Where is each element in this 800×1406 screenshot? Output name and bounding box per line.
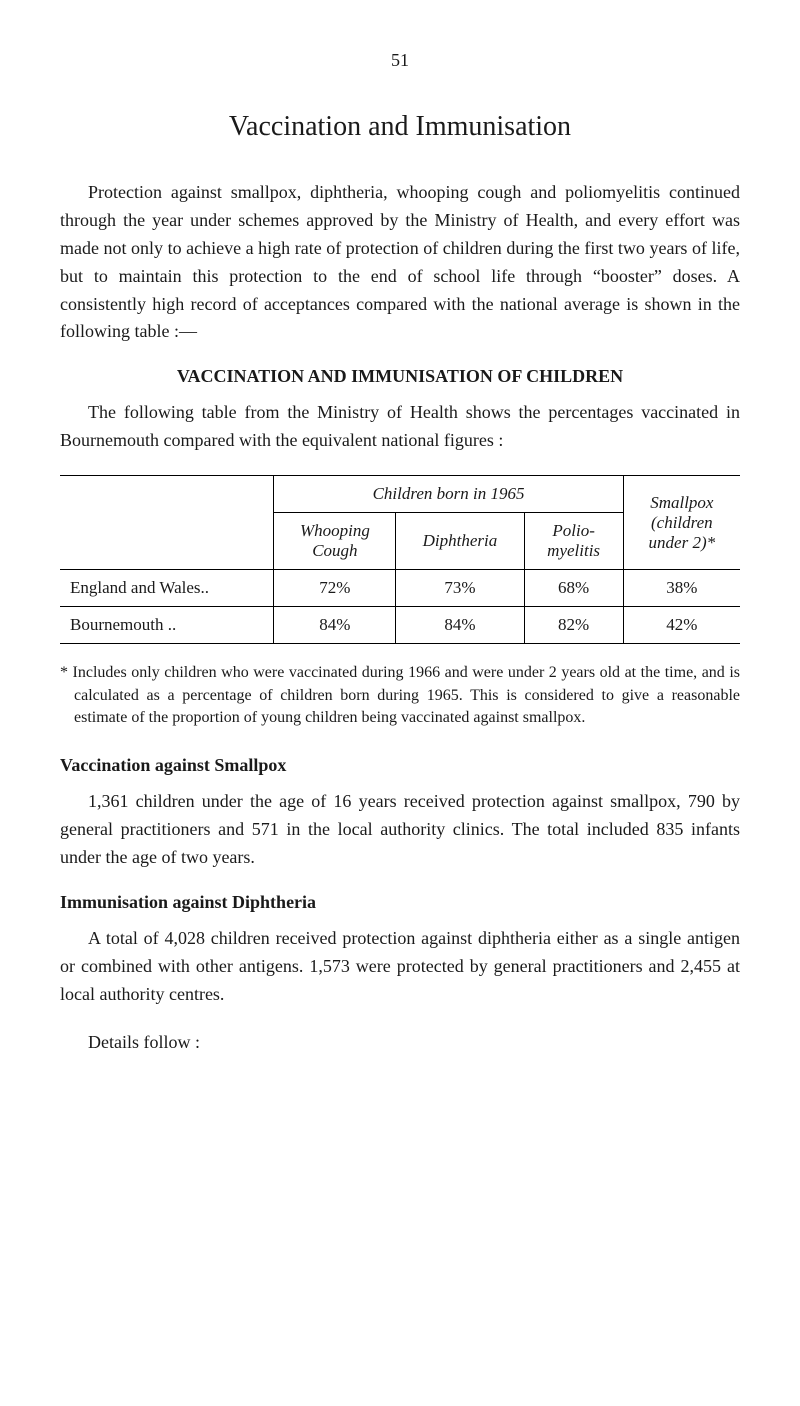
cell-england-polio: 68% (524, 570, 623, 607)
table-footnote: * Includes only children who were vaccin… (60, 662, 740, 729)
table-super-header: Children born in 1965 (274, 476, 623, 513)
cell-england-diphtheria: 73% (396, 570, 524, 607)
smallpox-label-2: (children (651, 513, 713, 532)
smallpox-label-3: under 2)* (649, 533, 716, 552)
section-heading-diphtheria: Immunisation against Diphtheria (60, 892, 740, 913)
section-heading-vaccination: VACCINATION AND IMMUNISATION OF CHILDREN (60, 366, 740, 387)
section3-text: A total of 4,028 children received prote… (60, 925, 740, 1009)
section2-text: 1,361 children under the age of 16 years… (60, 788, 740, 872)
vaccination-table: Children born in 1965 Smallpox (children… (60, 475, 740, 644)
whooping-label-1: Whooping (300, 521, 370, 540)
cell-bournemouth-smallpox: 42% (623, 607, 740, 644)
section-heading-smallpox: Vaccination against Smallpox (60, 755, 740, 776)
row-label-bournemouth: Bournemouth .. (60, 607, 274, 644)
row-label-england: England and Wales.. (60, 570, 274, 607)
table-row: Bournemouth .. 84% 84% 82% 42% (60, 607, 740, 644)
table-col-smallpox: Smallpox (children under 2)* (623, 476, 740, 570)
table-col-whooping: Whooping Cough (274, 513, 396, 570)
polio-label-2: myelitis (547, 541, 600, 560)
cell-england-smallpox: 38% (623, 570, 740, 607)
page-container: 51 Vaccination and Immunisation Protecti… (0, 0, 800, 1127)
polio-label-1: Polio- (552, 521, 595, 540)
section1-text: The following table from the Ministry of… (60, 399, 740, 455)
table-col-diphtheria: Diphtheria (396, 513, 524, 570)
smallpox-label-1: Smallpox (650, 493, 713, 512)
table-blank-corner (60, 476, 274, 570)
page-title: Vaccination and Immunisation (60, 111, 740, 143)
intro-paragraph: Protection against smallpox, diphtheria,… (60, 179, 740, 346)
table-row: England and Wales.. 72% 73% 68% 38% (60, 570, 740, 607)
diphtheria-label-1: Diphtheria (423, 531, 498, 550)
cell-bournemouth-polio: 82% (524, 607, 623, 644)
whooping-label-2: Cough (312, 541, 357, 560)
page-number: 51 (60, 50, 740, 71)
cell-bournemouth-diphtheria: 84% (396, 607, 524, 644)
cell-bournemouth-whooping: 84% (274, 607, 396, 644)
details-follow: Details follow : (60, 1029, 740, 1057)
table-col-polio: Polio- myelitis (524, 513, 623, 570)
cell-england-whooping: 72% (274, 570, 396, 607)
